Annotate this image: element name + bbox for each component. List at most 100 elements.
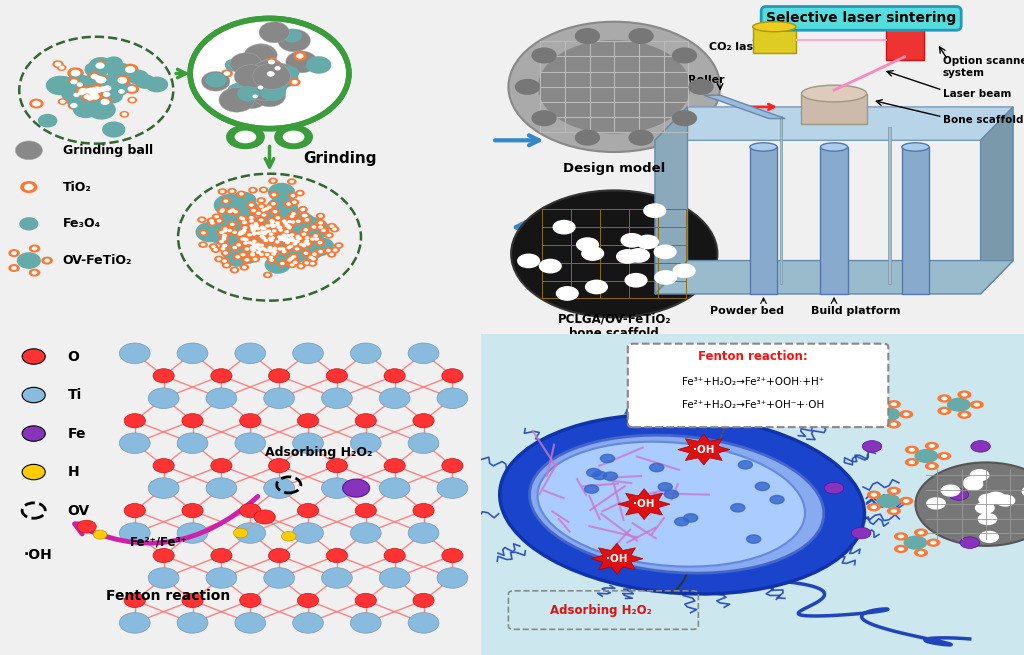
Circle shape: [268, 548, 290, 563]
Circle shape: [242, 229, 247, 232]
Circle shape: [234, 523, 265, 543]
Circle shape: [770, 495, 784, 504]
Circle shape: [243, 242, 248, 245]
Circle shape: [74, 93, 80, 97]
Circle shape: [216, 238, 226, 245]
Circle shape: [265, 224, 270, 227]
Circle shape: [241, 237, 245, 241]
Circle shape: [303, 228, 308, 232]
Circle shape: [211, 245, 216, 248]
Circle shape: [80, 92, 98, 105]
Circle shape: [286, 234, 291, 237]
Circle shape: [250, 230, 259, 236]
Circle shape: [247, 217, 256, 224]
Ellipse shape: [750, 143, 777, 151]
Circle shape: [230, 53, 261, 75]
Circle shape: [272, 247, 278, 250]
Circle shape: [285, 241, 290, 244]
Circle shape: [600, 455, 614, 462]
Circle shape: [925, 441, 939, 450]
Circle shape: [127, 69, 148, 84]
Circle shape: [217, 208, 226, 215]
Circle shape: [261, 188, 266, 191]
Circle shape: [102, 76, 131, 96]
Circle shape: [293, 343, 324, 364]
Circle shape: [222, 229, 227, 233]
Circle shape: [254, 85, 274, 100]
Circle shape: [177, 523, 208, 543]
Circle shape: [282, 229, 292, 235]
Circle shape: [256, 231, 261, 235]
Text: Selective laser sintering: Selective laser sintering: [766, 11, 956, 26]
Circle shape: [957, 411, 972, 419]
Circle shape: [288, 219, 298, 225]
Circle shape: [866, 417, 881, 424]
Circle shape: [219, 242, 229, 250]
Circle shape: [68, 101, 80, 110]
Circle shape: [300, 208, 305, 211]
Circle shape: [267, 218, 278, 225]
Circle shape: [254, 222, 258, 225]
Circle shape: [286, 218, 316, 240]
Circle shape: [914, 549, 928, 557]
Circle shape: [252, 222, 261, 229]
Circle shape: [622, 234, 643, 247]
Circle shape: [974, 403, 980, 407]
Circle shape: [257, 248, 262, 252]
Circle shape: [229, 267, 240, 273]
Circle shape: [97, 77, 106, 83]
Circle shape: [76, 86, 90, 96]
Circle shape: [95, 77, 105, 83]
Circle shape: [251, 189, 255, 192]
Circle shape: [227, 229, 232, 232]
Circle shape: [217, 219, 221, 223]
Circle shape: [81, 87, 105, 104]
Circle shape: [384, 548, 406, 563]
Circle shape: [219, 236, 228, 242]
Circle shape: [317, 241, 323, 244]
Circle shape: [266, 231, 275, 238]
Circle shape: [261, 208, 265, 212]
Circle shape: [575, 130, 599, 145]
Circle shape: [269, 246, 279, 253]
Circle shape: [293, 261, 298, 264]
Circle shape: [252, 94, 258, 98]
Circle shape: [250, 226, 255, 230]
Circle shape: [223, 227, 227, 231]
Circle shape: [268, 60, 275, 64]
Circle shape: [254, 214, 284, 235]
Circle shape: [249, 241, 258, 248]
Circle shape: [269, 259, 274, 262]
Circle shape: [205, 73, 226, 87]
Circle shape: [266, 254, 275, 261]
Circle shape: [230, 208, 234, 212]
Circle shape: [941, 409, 947, 413]
Circle shape: [280, 66, 299, 80]
Circle shape: [616, 250, 638, 263]
Circle shape: [262, 79, 281, 91]
Circle shape: [257, 65, 282, 82]
Circle shape: [250, 238, 259, 245]
Circle shape: [350, 523, 381, 543]
Circle shape: [99, 86, 108, 92]
Circle shape: [270, 225, 275, 228]
Circle shape: [318, 227, 329, 234]
Circle shape: [102, 92, 111, 97]
Circle shape: [229, 222, 256, 240]
Circle shape: [243, 246, 252, 252]
Circle shape: [224, 59, 244, 71]
Circle shape: [148, 478, 179, 498]
Circle shape: [266, 71, 274, 77]
Circle shape: [971, 470, 989, 481]
Circle shape: [88, 72, 101, 81]
Circle shape: [297, 241, 306, 248]
Circle shape: [252, 233, 256, 236]
Text: Ti: Ti: [68, 388, 82, 402]
Circle shape: [274, 234, 284, 240]
Circle shape: [285, 225, 294, 231]
Text: Adsorbing H₂O₂: Adsorbing H₂O₂: [264, 446, 372, 459]
Circle shape: [57, 98, 68, 105]
Circle shape: [84, 94, 91, 100]
Circle shape: [249, 204, 254, 207]
Circle shape: [283, 239, 292, 246]
